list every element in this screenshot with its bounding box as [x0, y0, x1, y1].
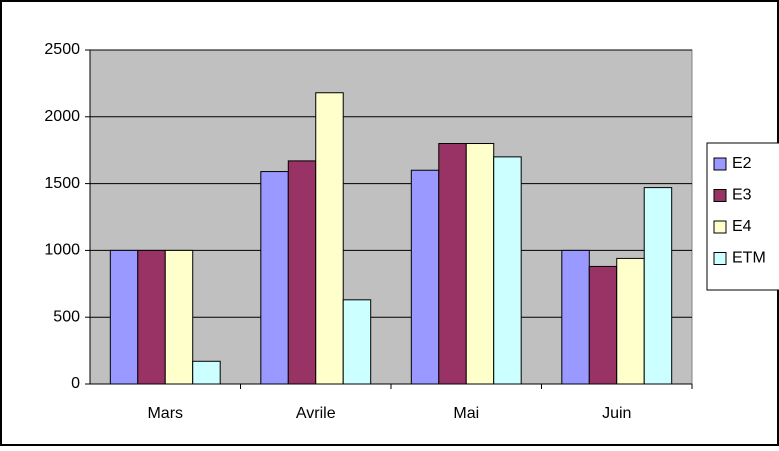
y-tick-label: 1000 [44, 242, 80, 259]
legend-label: E4 [732, 218, 752, 235]
bar [109, 249, 139, 385]
legend-label: E3 [732, 187, 752, 204]
bar [588, 265, 618, 385]
bar [192, 360, 221, 385]
y-tick-label: 500 [53, 308, 80, 325]
legend-swatch [713, 220, 727, 234]
y-tick-label: 2000 [44, 108, 80, 125]
x-tick-label: Mai [453, 405, 479, 422]
legend-swatch [713, 252, 727, 265]
legend-swatch [713, 189, 727, 202]
bar [315, 92, 344, 385]
bar [410, 169, 440, 385]
y-tick-label: 0 [71, 375, 80, 392]
bar [493, 156, 522, 385]
bar [643, 187, 673, 385]
legend-label: ETM [732, 250, 766, 267]
bar [287, 160, 317, 385]
bar [260, 171, 289, 385]
bar [164, 249, 194, 385]
bar [342, 299, 372, 385]
y-tick-label: 1500 [44, 175, 80, 192]
bar [561, 249, 590, 385]
x-tick-label: Juin [602, 405, 631, 422]
legend-swatch [713, 157, 727, 171]
y-tick-label: 2500 [44, 41, 80, 58]
x-tick-label: Mars [147, 405, 183, 422]
legend-label: E2 [732, 155, 752, 172]
bar [616, 257, 645, 385]
bar [137, 249, 166, 385]
bar [438, 143, 467, 385]
x-tick-label: Avrile [296, 405, 336, 422]
bar [465, 143, 495, 385]
